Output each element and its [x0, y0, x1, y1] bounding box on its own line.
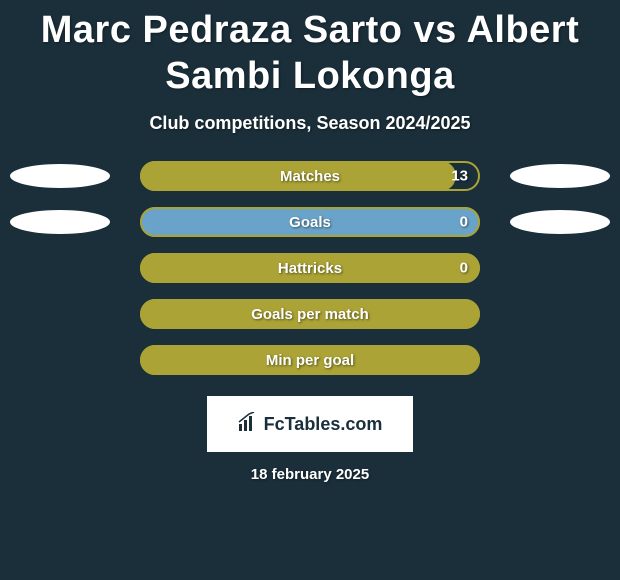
stat-bar-label: Min per goal — [266, 352, 354, 369]
right-player-oval — [510, 164, 610, 188]
stat-row: Min per goal — [10, 344, 610, 376]
stat-bar: Min per goal — [140, 345, 480, 375]
right-player-oval — [510, 210, 610, 234]
stat-bar-label: Hattricks — [278, 260, 342, 277]
stat-bar: Matches 13 — [140, 161, 480, 191]
left-player-oval — [10, 210, 110, 234]
stat-rows: Matches 13 Goals 0 Hattricks 0 Goals per match… — [0, 160, 620, 376]
stat-bar-value: 13 — [451, 168, 468, 185]
stat-row: Hattricks 0 — [10, 252, 610, 284]
logo-box: FcTables.com — [207, 396, 413, 452]
stat-bar-label: Goals per match — [251, 306, 369, 323]
stat-bar-value: 0 — [460, 214, 468, 231]
page-subtitle: Club competitions, Season 2024/2025 — [0, 113, 620, 134]
stat-bar-label: Goals — [289, 214, 331, 231]
logo-text: FcTables.com — [264, 414, 383, 435]
stat-bar: Goals 0 — [140, 207, 480, 237]
page-title: Marc Pedraza Sarto vs Albert Sambi Lokon… — [0, 0, 620, 103]
stat-bar-value: 0 — [460, 260, 468, 277]
chart-icon — [238, 412, 260, 437]
stat-row: Goals 0 — [10, 206, 610, 238]
stat-row: Goals per match — [10, 298, 610, 330]
left-player-oval — [10, 164, 110, 188]
stat-row: Matches 13 — [10, 160, 610, 192]
stat-bar-label: Matches — [280, 168, 340, 185]
date-text: 18 february 2025 — [0, 466, 620, 483]
stat-bar: Hattricks 0 — [140, 253, 480, 283]
stat-bar: Goals per match — [140, 299, 480, 329]
